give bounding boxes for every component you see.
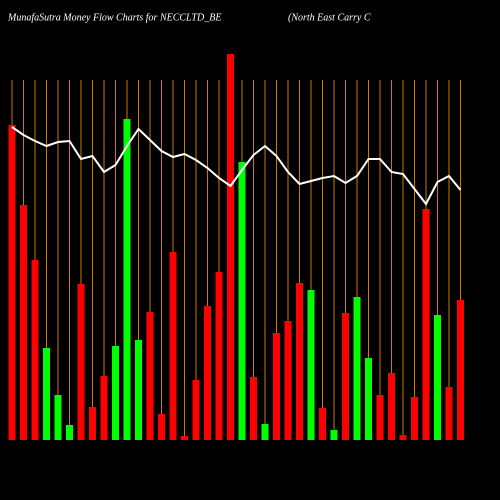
- bar: [204, 306, 211, 440]
- bar: [319, 408, 326, 440]
- bar: [158, 414, 165, 440]
- bar: [227, 54, 234, 440]
- bar: [54, 395, 62, 440]
- bar: [411, 397, 418, 440]
- chart-title: MunafaSutra Money Flow Charts for NECCLT…: [7, 12, 221, 23]
- bar: [330, 430, 338, 440]
- bar: [43, 348, 50, 440]
- bar: [169, 252, 177, 440]
- bar: [342, 313, 349, 440]
- bar: [273, 333, 280, 440]
- bar: [123, 119, 131, 440]
- bar: [457, 300, 464, 440]
- bar: [31, 260, 39, 440]
- bar: [261, 424, 269, 440]
- bar: [250, 377, 257, 440]
- bar: [112, 346, 119, 440]
- bar: [135, 340, 142, 440]
- bar: [20, 205, 27, 440]
- bar: [365, 358, 372, 440]
- chart-subtitle: (North East Carry C: [288, 12, 371, 23]
- bar: [353, 297, 361, 440]
- bar: [146, 312, 154, 440]
- bar: [238, 162, 246, 440]
- bar: [215, 272, 223, 440]
- bar: [376, 395, 384, 440]
- bar: [100, 376, 108, 440]
- bar: [399, 435, 407, 440]
- price-line: [11, 126, 462, 206]
- bar: [388, 373, 395, 440]
- bar: [77, 284, 85, 440]
- bar: [66, 425, 73, 440]
- bar: [181, 436, 188, 440]
- bar: [422, 209, 430, 440]
- bar: [89, 407, 96, 440]
- bar: [192, 380, 200, 440]
- bar: [445, 387, 453, 440]
- bar: [284, 321, 292, 440]
- bar: [8, 125, 16, 440]
- bar: [296, 283, 303, 440]
- bar: [434, 315, 441, 440]
- bar: [307, 290, 315, 440]
